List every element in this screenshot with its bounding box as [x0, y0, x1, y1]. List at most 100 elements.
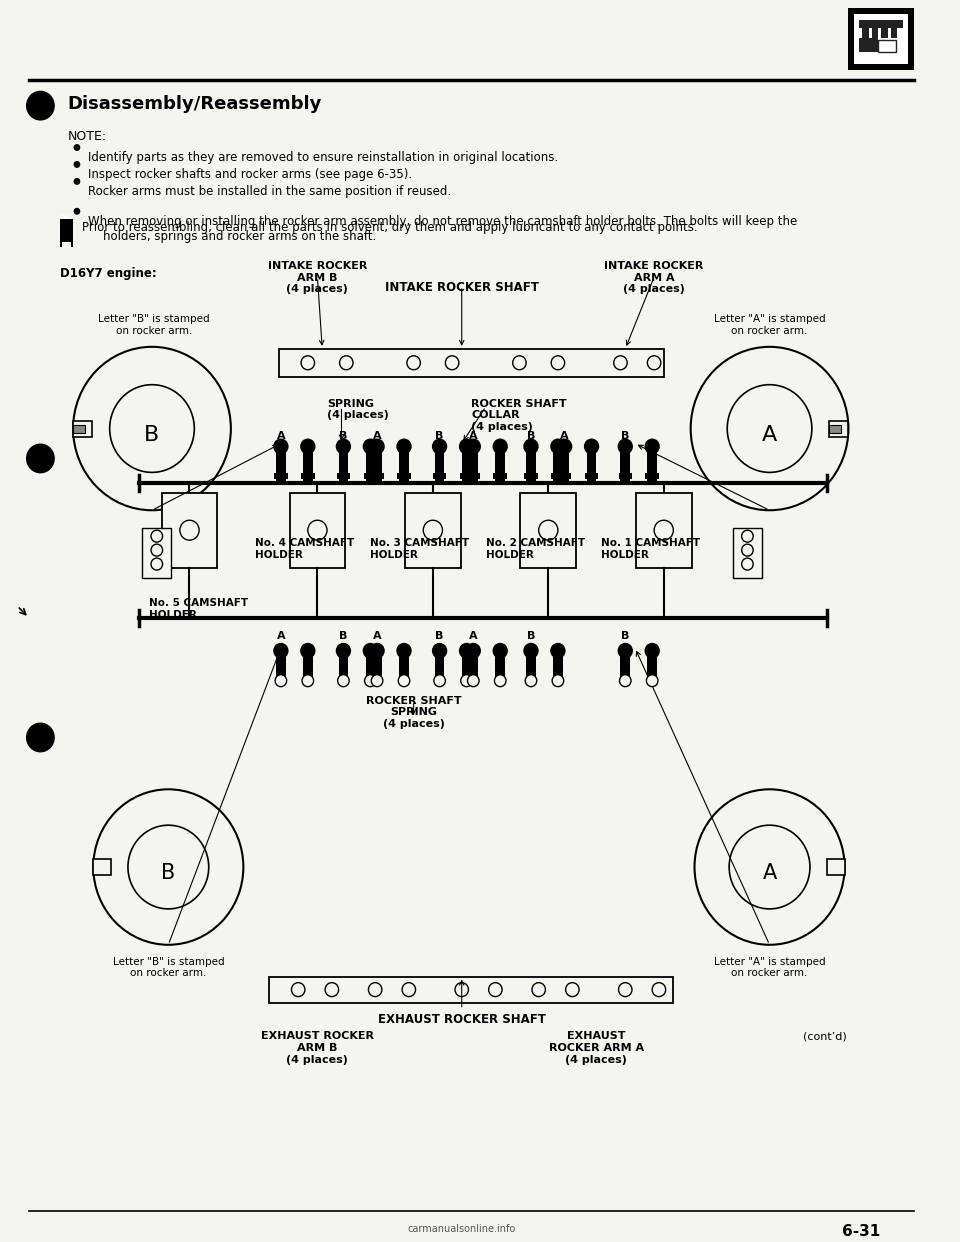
Text: Identify parts as they are removed to ensure reinstallation in original location: Identify parts as they are removed to en…	[88, 152, 559, 164]
Circle shape	[336, 438, 351, 455]
Bar	[371, 473, 384, 479]
Text: B: B	[161, 863, 176, 883]
Text: EXHAUST
ROCKER ARM A
(4 places): EXHAUST ROCKER ARM A (4 places)	[549, 1032, 644, 1064]
Text: Letter "A" is stamped
on rocker arm.: Letter "A" is stamped on rocker arm.	[713, 956, 826, 979]
Circle shape	[532, 982, 545, 996]
Text: Letter "A" is stamped
on rocker arm.: Letter "A" is stamped on rocker arm.	[713, 314, 826, 335]
Circle shape	[363, 438, 378, 455]
Circle shape	[694, 790, 845, 945]
Bar	[275, 473, 288, 479]
Bar	[551, 473, 564, 479]
Bar	[881, 27, 888, 37]
Text: NOTE:: NOTE:	[67, 129, 107, 143]
Text: No. 2 CAMSHAFT
HOLDER: No. 2 CAMSHAFT HOLDER	[486, 538, 585, 560]
Bar	[303, 651, 313, 681]
Circle shape	[468, 674, 479, 687]
Text: Prior to reassembling, clean all the parts in solvent, dry them and apply lubric: Prior to reassembling, clean all the par…	[82, 221, 697, 235]
Circle shape	[455, 982, 468, 996]
Text: A: A	[372, 631, 381, 641]
Circle shape	[550, 643, 565, 658]
Bar	[526, 651, 536, 681]
Bar	[558, 473, 571, 479]
Circle shape	[74, 144, 81, 152]
Circle shape	[336, 643, 351, 658]
Circle shape	[396, 643, 412, 658]
Circle shape	[109, 385, 194, 472]
Bar	[859, 20, 903, 27]
Circle shape	[340, 355, 353, 370]
Text: EXHAUST ROCKER SHAFT: EXHAUST ROCKER SHAFT	[378, 1012, 545, 1026]
Text: A: A	[762, 863, 777, 883]
Bar	[647, 446, 657, 482]
Bar	[405, 493, 461, 568]
Text: A: A	[468, 431, 477, 441]
Bar	[60, 220, 73, 247]
Circle shape	[742, 544, 754, 556]
Circle shape	[445, 355, 459, 370]
Circle shape	[325, 982, 339, 996]
Bar	[364, 473, 377, 479]
Circle shape	[274, 438, 289, 455]
Text: B: B	[527, 431, 535, 441]
Circle shape	[369, 982, 382, 996]
Bar	[553, 446, 563, 482]
Circle shape	[402, 982, 416, 996]
Circle shape	[74, 161, 81, 168]
Circle shape	[728, 385, 812, 472]
Circle shape	[26, 91, 55, 120]
Bar	[468, 446, 478, 482]
Bar	[93, 859, 110, 876]
Circle shape	[742, 558, 754, 570]
Text: No. 1 CAMSHAFT
HOLDER: No. 1 CAMSHAFT HOLDER	[601, 538, 701, 560]
Text: No. 4 CAMSHAFT
HOLDER: No. 4 CAMSHAFT HOLDER	[255, 538, 354, 560]
Bar	[399, 446, 409, 482]
Bar	[495, 651, 505, 681]
Text: ROCKER SHAFT
SPRING
(4 places): ROCKER SHAFT SPRING (4 places)	[366, 696, 462, 729]
Circle shape	[338, 674, 349, 687]
Circle shape	[730, 825, 810, 909]
Bar	[161, 493, 217, 568]
Bar	[435, 651, 444, 681]
Bar	[620, 651, 630, 681]
Bar	[460, 473, 473, 479]
Bar	[397, 473, 411, 479]
Circle shape	[742, 530, 754, 543]
Circle shape	[93, 790, 244, 945]
Bar	[301, 473, 315, 479]
Text: A: A	[762, 425, 778, 445]
Circle shape	[432, 643, 447, 658]
Circle shape	[459, 643, 474, 658]
Circle shape	[619, 674, 631, 687]
Circle shape	[300, 438, 316, 455]
Circle shape	[370, 643, 385, 658]
Circle shape	[466, 643, 481, 658]
Circle shape	[654, 520, 673, 540]
Circle shape	[466, 438, 481, 455]
Text: Rocker arms must be installed in the same position if reused.: Rocker arms must be installed in the sam…	[88, 185, 451, 199]
Bar	[276, 446, 286, 482]
Circle shape	[617, 438, 633, 455]
Text: SPRING
(4 places): SPRING (4 places)	[327, 399, 389, 420]
Circle shape	[372, 674, 383, 687]
Text: INTAKE ROCKER
ARM B
(4 places): INTAKE ROCKER ARM B (4 places)	[268, 261, 367, 294]
Circle shape	[644, 438, 660, 455]
Bar	[433, 473, 446, 479]
Circle shape	[494, 674, 506, 687]
Circle shape	[180, 520, 199, 540]
Circle shape	[74, 178, 81, 185]
Circle shape	[523, 438, 539, 455]
Bar	[891, 27, 898, 37]
Circle shape	[644, 643, 660, 658]
Text: No. 3 CAMSHAFT
HOLDER: No. 3 CAMSHAFT HOLDER	[371, 538, 469, 560]
Circle shape	[492, 643, 508, 658]
Bar	[585, 473, 598, 479]
Text: (cont’d): (cont’d)	[804, 1032, 847, 1042]
Circle shape	[523, 643, 539, 658]
Text: ROCKER SHAFT
COLLAR
(4 places): ROCKER SHAFT COLLAR (4 places)	[471, 399, 567, 432]
Circle shape	[292, 982, 305, 996]
Text: A: A	[276, 431, 285, 441]
Text: Letter "B" is stamped
on rocker arm.: Letter "B" is stamped on rocker arm.	[98, 314, 209, 335]
Bar	[862, 27, 869, 37]
Circle shape	[276, 674, 287, 687]
Bar	[73, 425, 84, 432]
